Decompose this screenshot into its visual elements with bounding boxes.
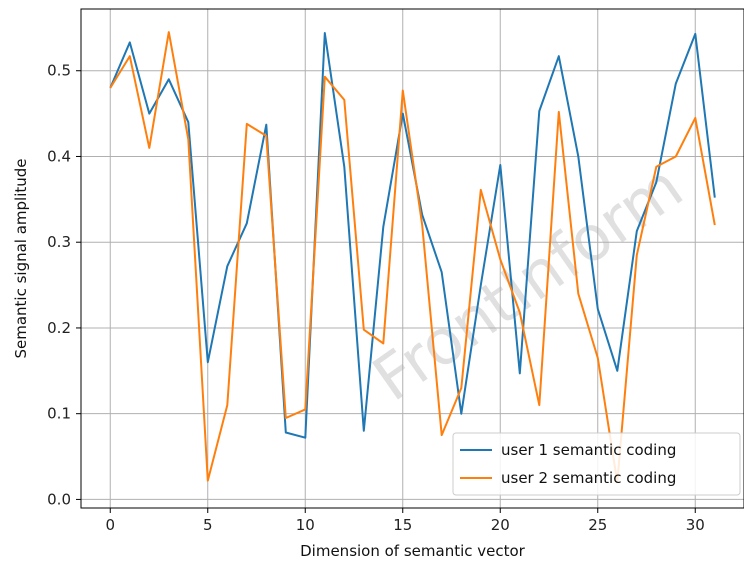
watermark-text: FrontInform <box>360 150 696 416</box>
y-tick-label: 0.3 <box>47 233 71 251</box>
x-tick-label: 15 <box>393 516 412 534</box>
x-tick-label: 30 <box>686 516 705 534</box>
axis-ticks: 0 5 10 15 20 25 30 0.0 0.1 0.2 0.3 0.4 0.5 <box>47 62 705 534</box>
x-tick-label: 10 <box>296 516 315 534</box>
y-tick-label: 0.5 <box>47 62 71 80</box>
y-tick-label: 0.1 <box>47 405 71 423</box>
x-axis-label: Dimension of semantic vector <box>300 542 526 560</box>
legend-box <box>452 432 741 496</box>
x-tick-label: 5 <box>203 516 213 534</box>
legend-label-user-1: user 1 semantic coding <box>501 441 676 459</box>
y-tick-label: 0.4 <box>47 147 71 165</box>
x-tick-label: 25 <box>588 516 607 534</box>
y-axis-label: Semantic signal amplitude <box>12 158 30 358</box>
x-tick-label: 20 <box>491 516 510 534</box>
plot-area-frame <box>80 8 744 509</box>
legend-label-user-2: user 2 semantic coding <box>501 469 676 487</box>
y-tick-label: 0.2 <box>47 319 71 337</box>
legend: user 1 semantic coding user 2 semantic c… <box>452 432 741 496</box>
y-tick-label: 0.0 <box>47 490 71 508</box>
x-tick-label: 0 <box>105 516 115 534</box>
